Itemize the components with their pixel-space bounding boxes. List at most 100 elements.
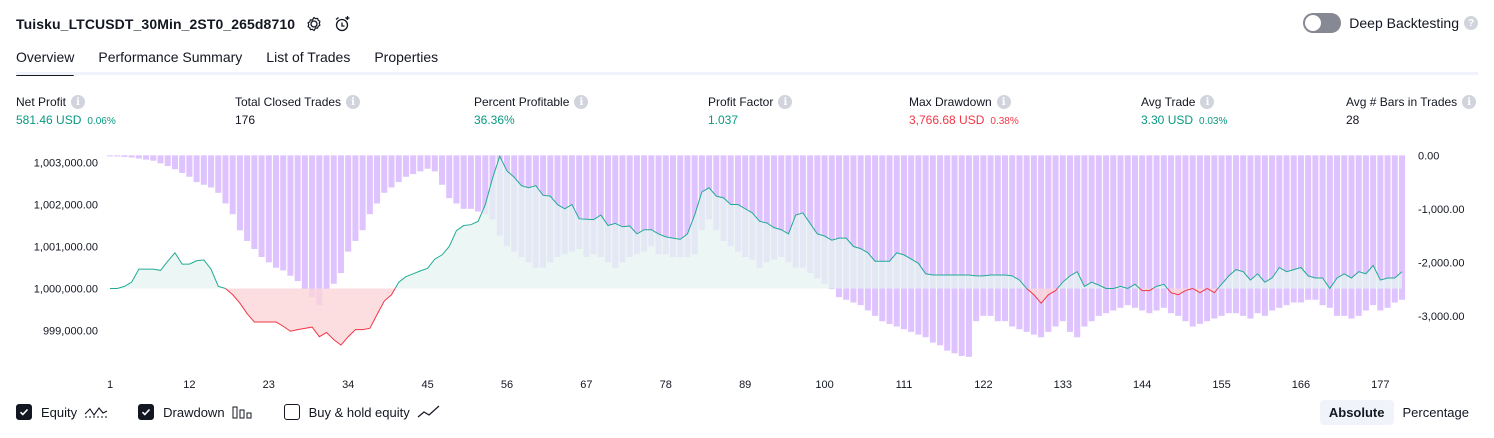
tab-list-of-trades[interactable]: List of Trades <box>266 46 350 74</box>
drawdown-bar <box>179 155 185 173</box>
report-tabs: Overview Performance Summary List of Tra… <box>16 46 462 74</box>
info-icon[interactable]: i <box>71 95 85 109</box>
x-axis-tick: 111 <box>896 379 913 391</box>
drawdown-bar <box>172 155 178 169</box>
tab-properties[interactable]: Properties <box>374 46 438 74</box>
toggle-knob <box>1305 15 1321 31</box>
drawdown-bar <box>1110 155 1116 310</box>
drawdown-bar <box>215 155 221 192</box>
equity-profit-area <box>110 253 225 289</box>
drawdown-bar <box>944 155 950 350</box>
info-icon[interactable]: i <box>1462 95 1476 109</box>
x-axis-tick: 45 <box>421 379 433 391</box>
right-axis-tick: 0.00 <box>1418 150 1439 162</box>
deep-backtesting: Deep Backtesting ? <box>1303 13 1478 33</box>
x-axis-tick: 67 <box>580 379 592 391</box>
drawdown-bar <box>114 155 120 156</box>
drawdown-bar <box>872 155 878 316</box>
info-icon[interactable]: i <box>997 95 1011 109</box>
drawdown-bar <box>396 155 402 182</box>
drawdown-bar <box>1067 155 1073 332</box>
metric-label: Total Closed Trades <box>235 95 341 109</box>
drawdown-bar <box>1262 155 1268 316</box>
metric-value: 36.36% <box>474 113 515 127</box>
help-icon[interactable]: ? <box>1464 16 1478 30</box>
left-axis-ticks: 1,003,000.001,002,000.001,001,000.001,00… <box>34 158 98 338</box>
equity-drawdown-chart[interactable]: 1,003,000.00 1,002,000.00 1,001,000.00 1,00… <box>0 140 1494 398</box>
metric-avg-bars-in-trades: Avg # Bars in Trades i 28 <box>1346 94 1476 127</box>
drawdown-bar <box>937 155 943 345</box>
drawdown-bar <box>915 155 921 334</box>
metric-value: 28 <box>1346 113 1359 127</box>
metric-value: 581.46 USD <box>16 113 81 127</box>
metric-avg-trade: Avg Trade i 3.30 USD 0.03% <box>1141 94 1227 127</box>
metric-net-profit: Net Profit i 581.46 USD 0.06% <box>16 94 116 127</box>
x-axis-tick: 34 <box>342 379 354 391</box>
drawdown-bar <box>1190 155 1196 326</box>
drawdown-bar <box>352 155 358 241</box>
drawdown-bar <box>324 155 330 289</box>
drawdown-checkbox[interactable] <box>138 404 154 420</box>
drawdown-bar <box>1255 155 1261 313</box>
drawdown-bar <box>879 155 885 321</box>
add-alert-icon[interactable] <box>333 15 351 33</box>
equity-checkbox[interactable] <box>16 404 32 420</box>
metric-label: Max Drawdown <box>909 95 992 109</box>
left-axis-tick: 1,001,000.00 <box>34 242 98 254</box>
drawdown-bar <box>367 155 373 214</box>
drawdown-bar <box>316 155 322 305</box>
legend-buy-hold[interactable]: Buy & hold equity <box>284 404 441 420</box>
chart-legend: Equity Drawdown Buy & hold equity <box>16 404 471 420</box>
buy-hold-checkbox[interactable] <box>284 404 300 420</box>
drawdown-bar <box>1089 155 1095 321</box>
mode-percentage[interactable]: Percentage <box>1394 400 1479 425</box>
drawdown-bar <box>908 155 914 332</box>
drawdown-bar <box>1197 155 1203 324</box>
drawdown-bar <box>1096 155 1102 316</box>
drawdown-bar <box>468 155 474 209</box>
settings-icon[interactable] <box>305 15 323 33</box>
metric-value: 1.037 <box>708 113 738 127</box>
drawdown-bar <box>1024 155 1030 332</box>
metric-profit-factor: Profit Factor i 1.037 <box>708 94 792 127</box>
info-icon[interactable]: i <box>346 95 360 109</box>
drawdown-bar <box>331 155 337 283</box>
drawdown-bar <box>1233 155 1239 313</box>
deep-backtesting-label: Deep Backtesting <box>1349 15 1459 31</box>
x-axis-tick: 56 <box>501 379 513 391</box>
info-icon[interactable]: i <box>574 95 588 109</box>
drawdown-bar <box>1240 155 1246 316</box>
right-axis-tick: -3,000.00 <box>1418 311 1464 323</box>
legend-drawdown[interactable]: Drawdown <box>138 404 253 420</box>
drawdown-bar <box>1053 155 1059 326</box>
deep-backtesting-toggle[interactable] <box>1303 13 1341 33</box>
info-icon[interactable]: i <box>778 95 792 109</box>
mode-absolute[interactable]: Absolute <box>1320 400 1394 425</box>
drawdown-bar <box>1002 155 1008 321</box>
drawdown-bar <box>446 155 452 198</box>
drawdown-bar <box>194 155 200 182</box>
x-axis-ticks: 1 12 23 34 45 56 67 78 89 100 111 122 133 144 155 166 17… <box>107 379 1390 391</box>
legend-equity[interactable]: Equity <box>16 404 108 420</box>
metric-value: 3.30 USD <box>1141 113 1193 127</box>
drawdown-bar <box>1211 155 1217 318</box>
drawdown-bar <box>381 155 387 192</box>
drawdown-bar <box>345 155 351 251</box>
tab-performance-summary[interactable]: Performance Summary <box>98 46 242 74</box>
metric-total-closed-trades: Total Closed Trades i 176 <box>235 94 360 127</box>
x-axis-tick: 155 <box>1212 379 1230 391</box>
tab-overview[interactable]: Overview <box>16 46 74 74</box>
equity-line-icon <box>84 405 108 419</box>
drawdown-bar <box>266 155 272 262</box>
drawdown-bar <box>1031 155 1037 334</box>
x-axis-tick: 23 <box>263 379 275 391</box>
drawdown-bar <box>1334 155 1340 316</box>
legend-label: Drawdown <box>163 405 224 420</box>
info-icon[interactable]: i <box>1200 95 1214 109</box>
drawdown-bar <box>259 155 265 257</box>
x-axis-tick: 78 <box>660 379 672 391</box>
x-axis-tick: 12 <box>183 379 195 391</box>
drawdown-bar <box>201 155 207 184</box>
drawdown-bar <box>295 155 301 281</box>
drawdown-bar <box>923 155 929 337</box>
